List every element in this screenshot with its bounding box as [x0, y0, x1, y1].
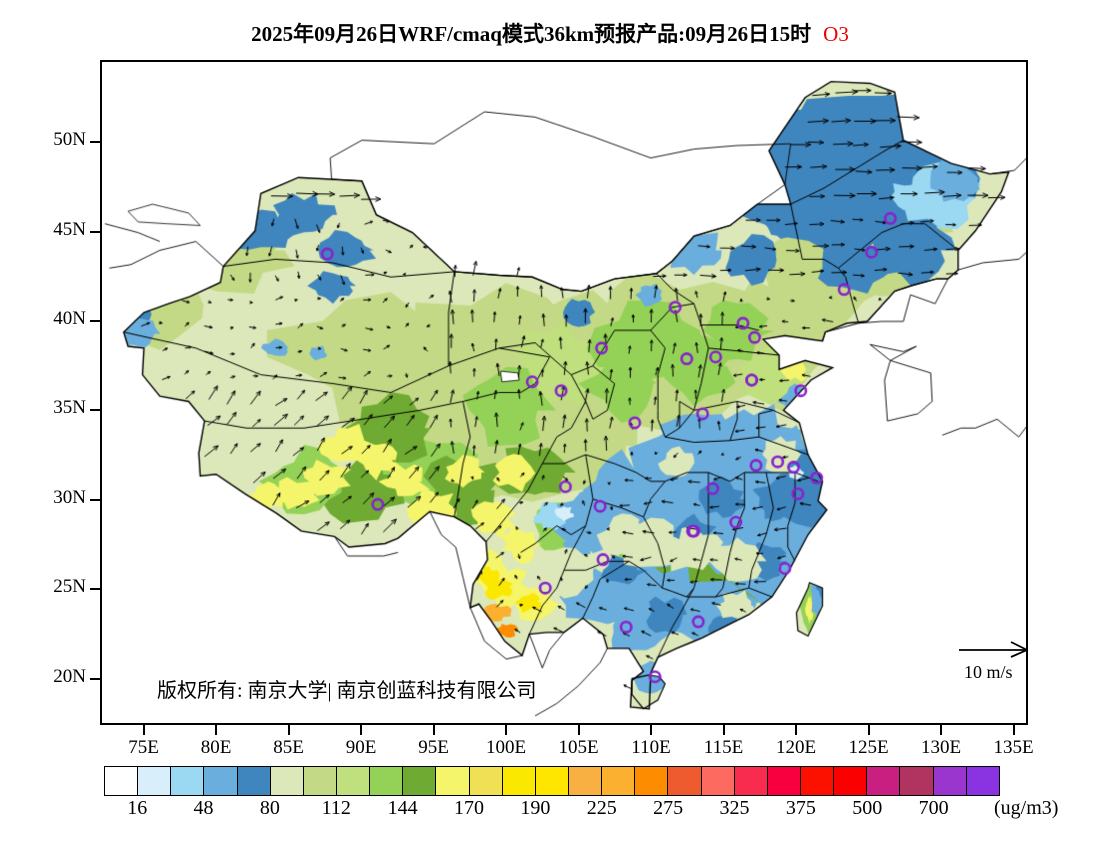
- x-axis-label: 130E: [920, 737, 962, 758]
- colorbar-tick-label: 275: [653, 797, 684, 819]
- title-species-label: O3: [823, 22, 849, 46]
- y-axis-tick: [90, 141, 100, 144]
- forecast-map-canvas[interactable]: [102, 62, 1026, 723]
- colorbar-swatch[interactable]: [867, 767, 901, 795]
- x-axis-tick: [722, 725, 725, 735]
- colorbar-swatch[interactable]: [568, 767, 603, 795]
- x-axis-tick: [505, 725, 507, 735]
- colorbar[interactable]: [104, 766, 1000, 796]
- colorbar-tick-label: 144: [387, 797, 418, 819]
- page-title: 2025年09月26日WRF/cmaq模式36km预报产品:09月26日15时 O…: [0, 18, 1100, 48]
- x-axis-label: 110E: [631, 737, 671, 758]
- colorbar-swatch[interactable]: [734, 767, 768, 795]
- y-axis-tick: [90, 498, 100, 501]
- colorbar-swatch[interactable]: [966, 767, 999, 795]
- colorbar-swatch[interactable]: [701, 767, 735, 795]
- colorbar-swatch[interactable]: [502, 767, 536, 795]
- x-axis-label: 105E: [558, 737, 599, 758]
- colorbar-swatch[interactable]: [767, 767, 801, 795]
- colorbar-swatch[interactable]: [900, 767, 934, 795]
- x-axis-label: 80E: [200, 737, 232, 758]
- colorbar-tick-label: 16: [127, 797, 148, 819]
- x-axis-tick: [795, 725, 797, 735]
- y-axis-label: 35N: [53, 397, 86, 419]
- y-axis-label: 25N: [53, 576, 86, 598]
- y-axis-tick: [90, 588, 100, 591]
- colorbar-swatch[interactable]: [336, 767, 371, 795]
- y-axis-label: 45N: [53, 218, 86, 240]
- x-axis-label: 100E: [485, 737, 527, 758]
- colorbar-tick-label: 112: [321, 797, 351, 819]
- x-axis-tick: [360, 725, 362, 735]
- colorbar-swatch[interactable]: [171, 767, 205, 795]
- y-axis-tick: [90, 230, 100, 233]
- colorbar-swatch[interactable]: [270, 767, 304, 795]
- map-plot-area[interactable]: 10 m/s 版权所有: 南京大学| 南京创蓝科技有限公司: [100, 60, 1028, 725]
- x-axis-tick: [215, 725, 217, 735]
- x-axis-label: 120E: [775, 737, 817, 758]
- x-axis-label: 90E: [345, 737, 377, 758]
- colorbar-tick-label: 48: [193, 797, 214, 819]
- colorbar-swatch[interactable]: [436, 767, 470, 795]
- colorbar-swatch[interactable]: [933, 767, 967, 795]
- colorbar-tick-label: 375: [785, 797, 816, 819]
- colorbar-swatch[interactable]: [370, 767, 404, 795]
- copyright-notice: 版权所有: 南京大学| 南京创蓝科技有限公司: [157, 680, 537, 702]
- colorbar-swatch[interactable]: [237, 767, 271, 795]
- y-axis-label: 20N: [53, 665, 86, 687]
- colorbar-swatch[interactable]: [204, 767, 238, 795]
- y-axis-label: 50N: [53, 129, 86, 151]
- colorbar-swatch[interactable]: [800, 767, 835, 795]
- colorbar-unit-label: (ug/m3): [994, 797, 1059, 819]
- colorbar-tick-label: 500: [852, 797, 883, 819]
- colorbar-swatch[interactable]: [138, 767, 172, 795]
- x-axis-tick: [287, 725, 290, 735]
- colorbar-swatch[interactable]: [469, 767, 503, 795]
- x-axis-tick: [1012, 725, 1015, 735]
- colorbar-tick-label: 700: [918, 797, 949, 819]
- x-axis-tick: [940, 725, 942, 735]
- x-axis-tick: [650, 725, 652, 735]
- x-axis-tick: [142, 725, 145, 735]
- y-axis-tick: [90, 409, 100, 412]
- wind-scale-arrow-icon: [959, 641, 1026, 658]
- colorbar-tick-label: 325: [719, 797, 750, 819]
- colorbar-tick-label: 190: [520, 797, 551, 819]
- colorbar-swatch[interactable]: [535, 767, 569, 795]
- x-axis-tick: [867, 725, 870, 735]
- x-axis-label: 125E: [848, 737, 889, 758]
- colorbar-swatch[interactable]: [403, 767, 437, 795]
- x-axis-label: 75E: [128, 737, 159, 758]
- x-axis-tick: [577, 725, 580, 735]
- x-axis-label: 135E: [993, 737, 1034, 758]
- x-axis-label: 95E: [418, 737, 449, 758]
- colorbar-swatch[interactable]: [105, 767, 139, 795]
- title-text: 2025年09月26日WRF/cmaq模式36km预报产品:09月26日15时: [251, 22, 812, 46]
- x-axis-label: 85E: [273, 737, 304, 758]
- colorbar-tick-label: 170: [454, 797, 485, 819]
- colorbar-swatch[interactable]: [635, 767, 669, 795]
- y-axis-tick: [90, 319, 100, 322]
- colorbar-swatch[interactable]: [602, 767, 636, 795]
- colorbar-tick-label: 80: [259, 797, 280, 819]
- colorbar-swatch[interactable]: [303, 767, 337, 795]
- y-axis-label: 30N: [53, 486, 86, 508]
- wind-scale-label: 10 m/s: [964, 662, 1013, 682]
- colorbar-tick-label: 225: [586, 797, 617, 819]
- y-axis-tick: [90, 677, 100, 680]
- y-axis-label: 40N: [53, 307, 86, 329]
- colorbar-swatch[interactable]: [668, 767, 702, 795]
- x-axis-label: 115E: [703, 737, 744, 758]
- colorbar-swatch[interactable]: [834, 767, 868, 795]
- x-axis-tick: [432, 725, 435, 735]
- colorbar-tick-labels: 16 48 80 112 144 170 190 225 275 325 375 500 700: [104, 797, 1000, 827]
